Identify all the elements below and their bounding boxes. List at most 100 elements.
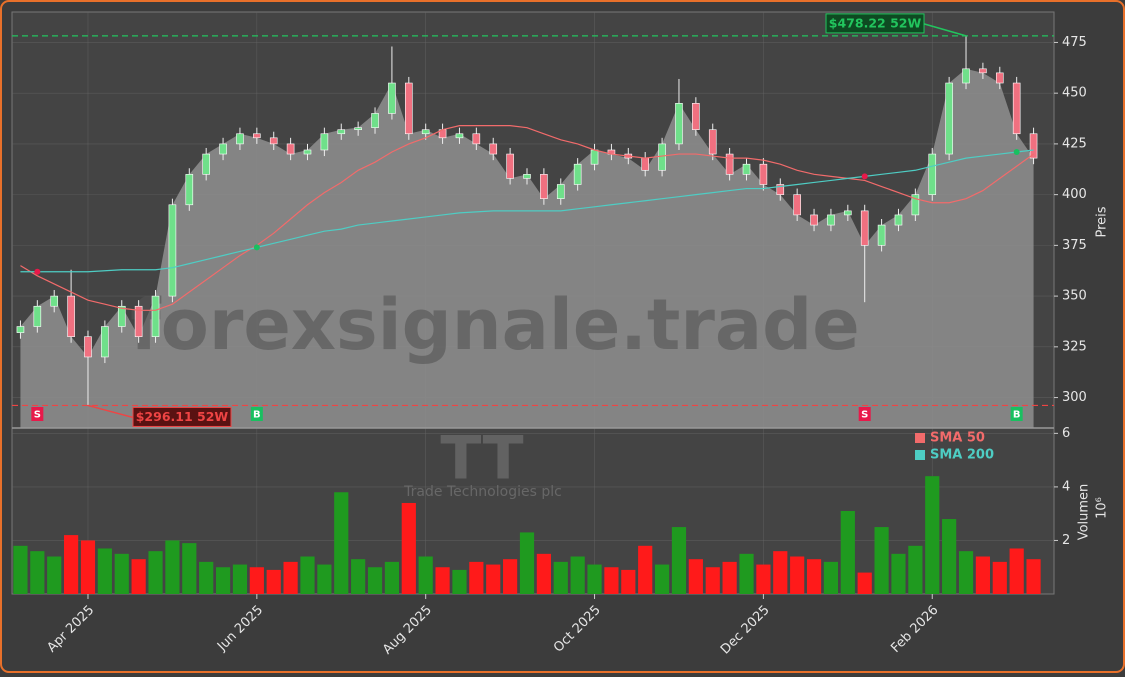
signal-box — [858, 407, 871, 421]
y-tick-label: 450 — [1062, 86, 1087, 101]
candle-body — [67, 295, 75, 337]
volume-bar — [958, 551, 974, 594]
annotation-box — [825, 13, 925, 34]
volume-bar — [452, 569, 467, 594]
volume-bar — [1026, 559, 1041, 594]
volume-bar — [182, 543, 197, 594]
candle-body — [590, 149, 599, 165]
candle-body — [911, 194, 920, 216]
volume-bar — [131, 559, 146, 594]
volume-bar — [165, 540, 180, 594]
volume-bar — [857, 572, 872, 594]
signal-dot — [1013, 149, 1020, 156]
volume-bar — [519, 532, 535, 594]
candle-body — [523, 174, 531, 179]
logo: TT — [440, 424, 523, 494]
candle-body — [320, 133, 329, 151]
candle-body — [269, 137, 278, 145]
volume-axis-label: Volumen — [1077, 484, 1092, 541]
candle-body — [185, 174, 194, 206]
volume-bar — [13, 545, 28, 594]
volume-bar — [30, 551, 45, 594]
candle-body — [168, 204, 177, 297]
candle-body — [962, 68, 970, 84]
candle-body — [489, 143, 498, 155]
candle-body — [793, 194, 801, 216]
volume-bar — [604, 567, 619, 594]
volume-bar — [486, 564, 501, 594]
candle-body — [776, 184, 785, 195]
candle-body — [455, 133, 464, 139]
volume-bar — [401, 502, 416, 594]
candle-body — [928, 153, 937, 195]
candle-body — [151, 295, 160, 337]
candle-body — [472, 133, 481, 145]
candle-body — [641, 157, 649, 171]
candle-body — [556, 184, 565, 199]
legend-label: SMA 50 — [930, 431, 985, 446]
volume-bar — [469, 561, 484, 594]
volume-scale: 10⁶ — [1095, 497, 1110, 519]
volume-bar — [671, 527, 687, 594]
volume-bar — [114, 553, 129, 594]
candle-body — [894, 214, 903, 226]
candle-body — [573, 163, 582, 185]
y-tick-label: 375 — [1062, 238, 1087, 253]
volume-bar — [874, 527, 889, 594]
candle-body — [995, 72, 1004, 84]
volume-bar — [942, 519, 957, 594]
annotation-arrow — [87, 404, 134, 419]
signal-dot — [253, 244, 260, 251]
legend-swatch — [915, 433, 925, 443]
volume-bar — [384, 561, 400, 594]
candle-body — [202, 153, 210, 175]
candle-body — [303, 149, 312, 155]
y-tick-label: 2 — [1062, 533, 1070, 548]
volume-bar — [823, 561, 839, 594]
y-tick-label: 350 — [1062, 289, 1087, 304]
candle-body — [371, 113, 379, 128]
candle-body — [708, 129, 717, 155]
candle-body — [945, 82, 953, 155]
candle-body — [742, 163, 751, 175]
signal-label: B — [253, 410, 261, 421]
volume-bar — [891, 553, 906, 594]
volume-bar — [587, 564, 602, 594]
y-axis-label: Preis — [1095, 206, 1110, 237]
volume-bar — [908, 545, 923, 594]
legend-swatch — [915, 450, 925, 460]
volume-bar — [503, 559, 518, 594]
y-tick-label: 300 — [1062, 390, 1087, 405]
candle-body — [725, 153, 734, 175]
signal-box — [250, 407, 263, 421]
candle-body — [84, 336, 92, 358]
volume-bar — [840, 511, 855, 594]
volume-bar — [1009, 548, 1024, 594]
candle-body — [33, 305, 42, 327]
volume-bar — [64, 535, 79, 594]
volume-bar — [806, 559, 822, 594]
candle-body — [506, 153, 514, 179]
signal-box — [31, 407, 44, 421]
candle-body — [421, 129, 430, 135]
candle-body — [827, 214, 835, 226]
volume-bar — [199, 561, 214, 594]
legend-label: SMA 200 — [930, 448, 994, 463]
volume-bar — [249, 567, 264, 594]
volume-bar — [925, 476, 940, 594]
candle-body — [101, 326, 109, 358]
volume-bar — [351, 559, 366, 594]
volume-bar — [47, 556, 62, 594]
y-tick-label: 325 — [1062, 339, 1087, 354]
volume-bar — [739, 553, 754, 594]
candle-body — [675, 103, 683, 145]
volume-bar — [654, 564, 670, 594]
candle-body — [236, 133, 244, 145]
candle-body — [219, 143, 227, 155]
annotation-label: $296.11 52W — [136, 409, 229, 424]
candle-body — [337, 129, 346, 135]
volume-bar — [790, 556, 805, 594]
signal-dot — [34, 268, 41, 275]
signal-box — [1010, 407, 1023, 421]
candle-body — [877, 224, 886, 246]
